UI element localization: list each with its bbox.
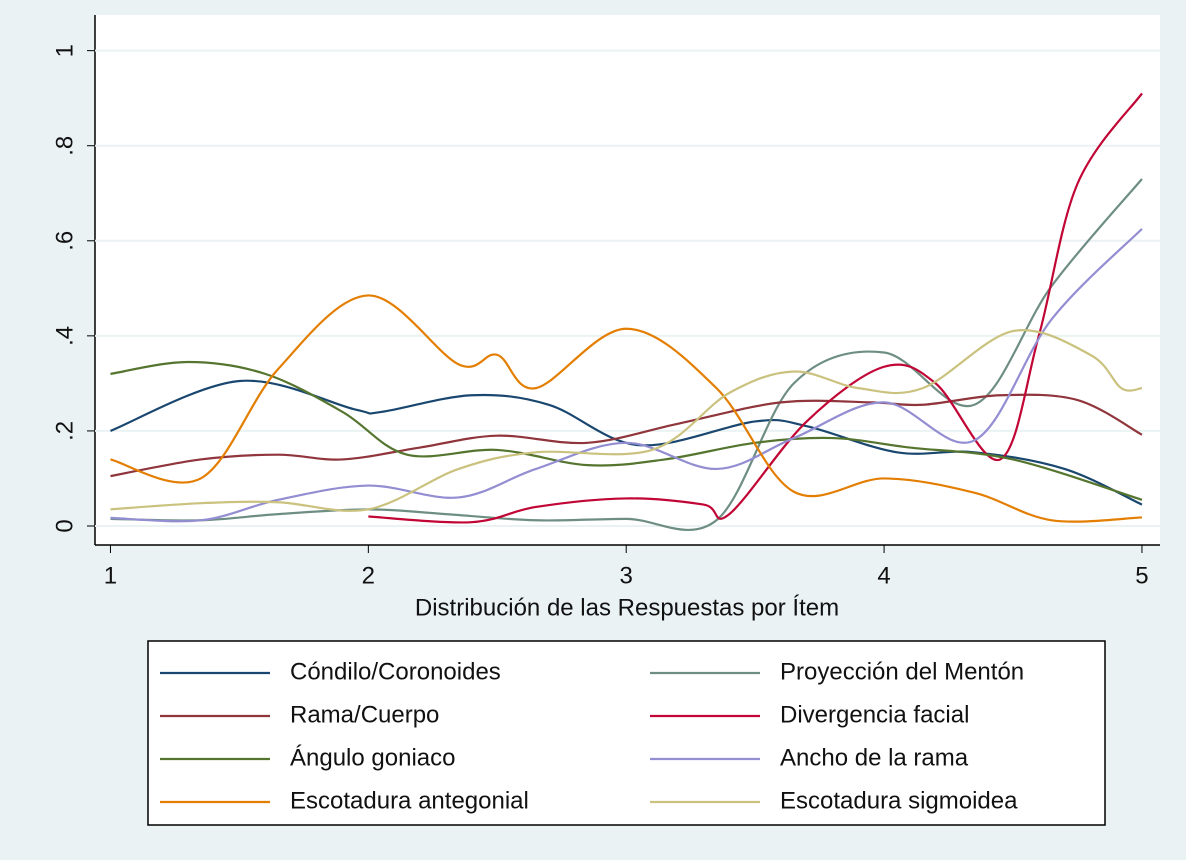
legend-label: Divergencia facial [780, 701, 969, 728]
legend [147, 640, 1106, 826]
series-line [110, 360, 1143, 501]
y-tick-label: .2 [51, 421, 78, 441]
y-tick-label: .6 [51, 231, 78, 251]
x-tick-label: 3 [620, 562, 633, 589]
legend-label: Proyección del Mentón [780, 658, 1024, 685]
x-tick-label: 5 [1135, 562, 1148, 589]
series-line [110, 329, 1143, 512]
legend-label: Ángulo goniaco [290, 744, 455, 771]
y-tick-label: .8 [51, 136, 78, 156]
series-line [110, 393, 1143, 478]
series-line [110, 294, 1142, 523]
y-tick-label: 0 [51, 519, 78, 532]
legend-label: Rama/Cuerpo [290, 701, 439, 728]
y-tick-label: .4 [51, 326, 78, 346]
series-line [110, 178, 1143, 531]
y-tick-label: 1 [51, 44, 78, 57]
legend-label: Ancho de la rama [780, 744, 969, 771]
series-line [368, 92, 1143, 524]
plot-area [95, 15, 1160, 545]
x-tick-label: 1 [104, 562, 117, 589]
x-tick-label: 4 [877, 562, 890, 589]
legend-label: Escotadura sigmoidea [780, 787, 1018, 814]
legend-label: Cóndilo/Coronoides [290, 658, 501, 685]
x-axis-title: Distribución de las Respuestas por Ítem [415, 594, 839, 621]
x-tick-label: 2 [362, 562, 375, 589]
legend-label: Escotadura antegonial [290, 787, 529, 814]
